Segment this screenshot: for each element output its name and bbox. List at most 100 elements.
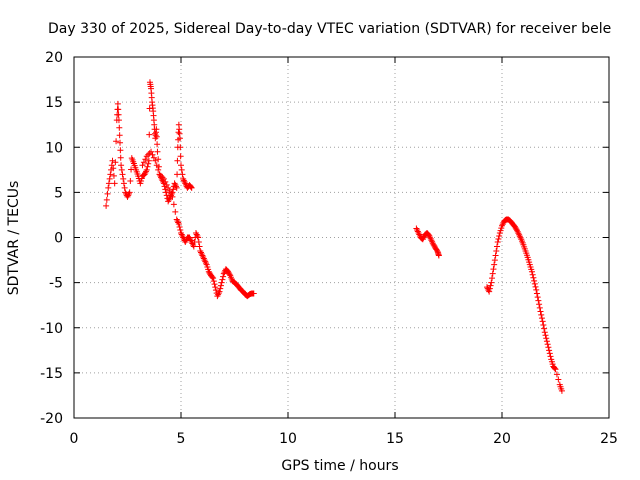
data-point — [551, 365, 558, 372]
data-point — [216, 288, 223, 295]
data-point — [529, 271, 536, 278]
data-point — [219, 276, 226, 283]
data-point — [152, 157, 159, 164]
data-point — [115, 106, 122, 113]
data-point — [160, 175, 167, 182]
data-point — [172, 208, 179, 215]
data-point — [120, 175, 127, 182]
data-point — [112, 159, 119, 166]
data-point — [179, 171, 186, 178]
data-point — [533, 286, 540, 293]
data-point — [177, 153, 184, 160]
data-point — [154, 141, 161, 148]
data-point — [115, 111, 122, 118]
data-point — [145, 157, 152, 164]
data-point — [118, 162, 125, 169]
data-point — [163, 181, 170, 188]
data-point — [103, 196, 110, 203]
data-point — [212, 284, 219, 291]
y-tick-label: -10 — [40, 321, 63, 337]
data-point — [544, 341, 551, 348]
data-point — [487, 282, 494, 289]
data-point — [486, 288, 493, 295]
data-point — [496, 232, 503, 239]
data-point — [187, 183, 194, 190]
data-point — [177, 144, 184, 151]
data-point — [513, 226, 520, 233]
data-point — [154, 148, 161, 155]
x-tick-labels: 0 5 10 15 20 25 — [70, 431, 618, 447]
data-point — [103, 202, 110, 209]
y-tick-label: 20 — [45, 50, 63, 66]
data-point — [117, 139, 124, 146]
data-point — [155, 166, 162, 173]
data-point — [217, 282, 224, 289]
data-point — [435, 252, 442, 259]
y-tick-label: 5 — [54, 185, 63, 201]
data-point — [173, 184, 180, 191]
data-point — [153, 133, 160, 140]
data-point — [110, 165, 117, 172]
data-point — [168, 190, 175, 197]
data-series — [139, 148, 257, 300]
data-point — [178, 166, 185, 173]
data-point — [108, 162, 115, 169]
x-tick-label: 5 — [177, 431, 186, 447]
data-point — [111, 180, 118, 187]
data-point — [534, 294, 541, 301]
data-point — [140, 159, 147, 166]
data-point — [174, 157, 181, 164]
x-tick-label: 10 — [279, 431, 297, 447]
data-point — [536, 304, 543, 311]
data-point — [166, 187, 173, 194]
data-point — [176, 135, 183, 142]
data-point — [117, 147, 124, 154]
data-point — [546, 350, 553, 357]
data-point — [127, 177, 134, 184]
data-point — [105, 180, 112, 187]
x-tick-label: 20 — [493, 431, 511, 447]
data-point — [489, 275, 496, 282]
data-point — [139, 162, 146, 169]
data-point — [547, 353, 554, 360]
data-point — [220, 273, 227, 280]
data-series — [103, 79, 195, 209]
data-point — [536, 301, 543, 308]
x-axis-label: GPS time / hours — [281, 458, 398, 474]
data-point — [538, 311, 545, 318]
data-point — [537, 308, 544, 315]
data-point — [119, 171, 126, 178]
data-point — [493, 248, 500, 255]
data-point — [106, 175, 113, 182]
data-point — [488, 279, 495, 286]
data-point — [142, 156, 149, 163]
data-point — [115, 117, 122, 124]
plot-frame — [73, 56, 610, 419]
data-point — [528, 268, 535, 275]
data-point — [250, 290, 257, 297]
data-point — [538, 315, 545, 322]
data-point — [555, 376, 562, 383]
data-point — [116, 132, 123, 139]
data-point — [543, 338, 550, 345]
y-tick-label: -5 — [49, 276, 63, 292]
data-point — [143, 166, 150, 173]
data-point — [210, 275, 217, 282]
data-point — [494, 243, 501, 250]
data-point — [195, 234, 202, 241]
data-point — [107, 171, 114, 178]
data-point — [531, 280, 538, 287]
data-point — [104, 190, 111, 197]
data-point — [118, 166, 125, 173]
data-point — [489, 270, 496, 277]
data-point — [553, 371, 560, 378]
data-point — [558, 387, 565, 394]
data-point — [212, 287, 219, 294]
data-point — [495, 236, 502, 243]
data-point — [114, 100, 121, 107]
data-point — [492, 252, 499, 259]
data-point — [145, 160, 152, 167]
data-point — [494, 239, 501, 246]
data-point — [120, 180, 127, 187]
data-point — [126, 189, 133, 196]
